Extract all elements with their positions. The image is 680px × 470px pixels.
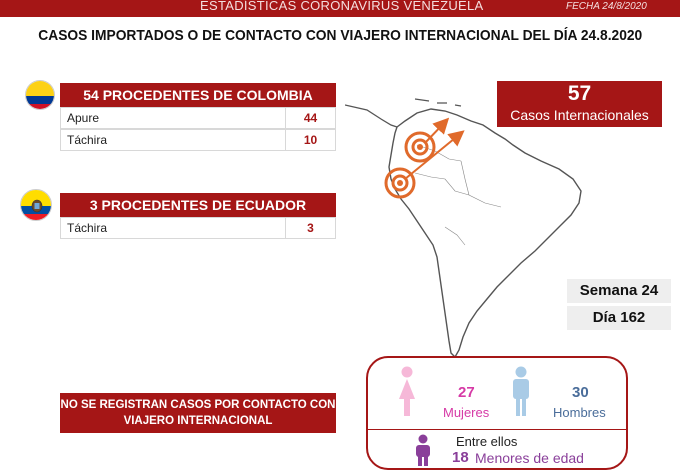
man-icon: [513, 366, 529, 416]
row-state: Táchira: [67, 221, 108, 235]
direction-arrow-icon: [424, 117, 450, 144]
origin-target-icon: [404, 131, 436, 163]
south-america-map: [345, 98, 582, 359]
day-label: Día 162: [567, 306, 671, 330]
table-row: Táchira 10: [60, 129, 336, 151]
gender-breakdown-box: 27 Mujeres 30 Hombres Entre ellos 18 Men…: [366, 356, 628, 470]
minors-count: 18: [452, 449, 469, 466]
banner-date: FECHA 24/8/2020: [566, 1, 647, 12]
women-count: 27: [458, 384, 475, 401]
child-icon: [416, 434, 430, 466]
men-label: Hombres: [553, 405, 606, 420]
row-value: 44: [285, 108, 335, 128]
ecuador-flag-icon: [20, 189, 52, 221]
page-title: CASOS IMPORTADOS O DE CONTACTO CON VIAJE…: [38, 27, 642, 44]
women-label: Mujeres: [443, 405, 490, 420]
minors-label: Menores de edad: [475, 450, 584, 466]
table-row: Apure 44: [60, 107, 336, 129]
ecuador-heading: 3 PROCEDENTES DE ECUADOR: [60, 193, 336, 217]
international-label: Casos Internacionales: [510, 107, 649, 123]
row-value: 10: [285, 130, 335, 150]
top-banner: ESTADÍSTICAS CORONAVIRUS VENEZUELA FECHA…: [0, 0, 680, 17]
banner-title: ESTADÍSTICAS CORONAVIRUS VENEZUELA: [200, 0, 484, 13]
row-state: Táchira: [67, 133, 108, 147]
among-them-label: Entre ellos: [456, 434, 518, 449]
row-value: 3: [285, 218, 335, 238]
international-total-box: 57 Casos Internacionales: [497, 81, 662, 127]
international-count: 57: [567, 82, 592, 105]
week-label: Semana 24: [567, 279, 671, 303]
divider: [368, 429, 626, 430]
row-state: Apure: [67, 111, 100, 125]
origin-target-icon: [384, 167, 416, 199]
direction-arrow-icon: [404, 130, 465, 180]
men-count: 30: [572, 384, 589, 401]
woman-icon: [399, 366, 415, 416]
table-row: Táchira 3: [60, 217, 336, 239]
contact-note: NO SE REGISTRAN CASOS POR CONTACTO CON V…: [60, 393, 336, 433]
colombia-heading: 54 PROCEDENTES DE COLOMBIA: [60, 83, 336, 107]
origin-markers: [384, 117, 465, 199]
colombia-flag-icon: [25, 80, 55, 110]
